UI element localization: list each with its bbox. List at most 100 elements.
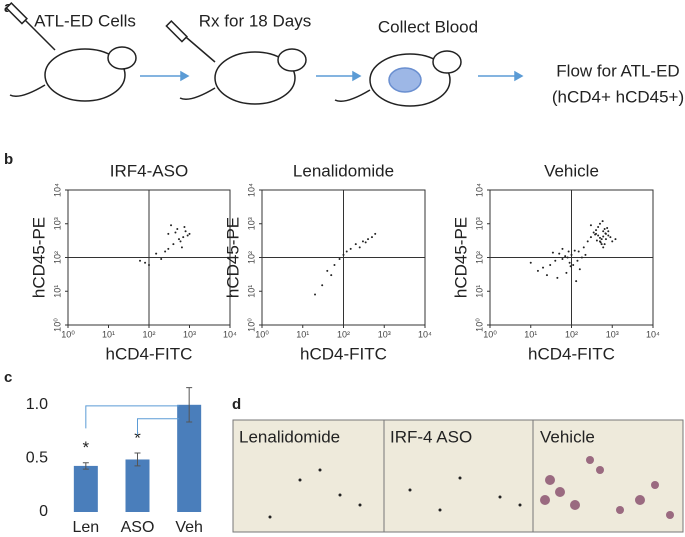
point <box>554 259 557 262</box>
point <box>556 276 559 279</box>
step-label: Rx for 18 Days <box>199 11 311 30</box>
point <box>566 256 569 259</box>
y-tick-label: 10² <box>246 251 256 264</box>
mouse <box>5 2 137 102</box>
cells <box>268 468 522 519</box>
point <box>358 246 361 249</box>
point <box>564 255 567 258</box>
mouse <box>334 50 462 107</box>
point <box>330 274 333 277</box>
step-label: Collect Blood <box>378 17 478 36</box>
point <box>568 261 571 264</box>
point <box>561 247 564 250</box>
y-axis-label: hCD45-PE <box>451 217 470 298</box>
point <box>367 238 370 241</box>
y-tick-label: 10³ <box>246 217 256 230</box>
point <box>542 266 545 269</box>
point <box>174 231 177 234</box>
point <box>370 236 373 239</box>
point <box>536 269 539 272</box>
error-bar <box>186 387 193 423</box>
point <box>167 247 170 250</box>
point <box>603 227 606 230</box>
section-label: IRF-4 ASO <box>390 427 472 446</box>
point <box>326 269 329 272</box>
point <box>582 246 585 249</box>
x-axis-label: hCD4-FITC <box>106 344 193 363</box>
point <box>595 239 598 242</box>
y-axis-label: hCD45-PE <box>223 217 242 298</box>
bar <box>125 459 150 512</box>
point <box>575 280 578 283</box>
image-frame <box>232 419 684 533</box>
point <box>364 241 367 244</box>
point <box>565 271 568 274</box>
y-tick-label: 10⁰ <box>52 318 62 332</box>
point <box>600 243 603 246</box>
y-tick-label: 1.0 <box>26 396 48 413</box>
point <box>567 250 570 253</box>
point <box>144 261 147 264</box>
panel-label: c <box>4 369 12 386</box>
point <box>314 293 317 296</box>
point <box>600 238 603 241</box>
point <box>338 258 341 261</box>
x-tick-label: 10³ <box>606 329 619 339</box>
y-tick-label: 10³ <box>52 217 62 230</box>
point <box>570 253 573 256</box>
point <box>176 227 179 230</box>
x-tick-label: 10¹ <box>524 329 537 339</box>
point <box>321 284 324 287</box>
x-axis-label: hCD4-FITC <box>300 344 387 363</box>
x-axis-label: hCD4-FITC <box>528 344 615 363</box>
y-tick-label: 10⁴ <box>52 183 62 197</box>
point <box>529 261 532 264</box>
y-tick-label: 0.5 <box>26 450 48 467</box>
point <box>179 240 182 243</box>
point <box>354 243 357 246</box>
significance-marker: * <box>134 429 141 448</box>
point <box>609 236 612 239</box>
y-tick-label: 10² <box>52 251 62 264</box>
point <box>604 232 607 235</box>
y-tick-label: 10⁴ <box>246 183 256 197</box>
point <box>167 232 170 235</box>
panel-label: d <box>232 396 241 413</box>
point <box>578 268 581 271</box>
section-label: Lenalidomide <box>239 427 340 446</box>
point <box>597 234 600 237</box>
point <box>184 230 187 233</box>
panel-label: b <box>4 151 13 168</box>
plot-title: IRF4-ASO <box>110 161 188 180</box>
x-tick-label: 10³ <box>183 329 196 339</box>
point <box>586 240 589 243</box>
point <box>333 263 336 266</box>
point <box>607 230 610 233</box>
point <box>614 238 617 241</box>
mouse <box>165 20 307 105</box>
arrows <box>140 70 524 82</box>
comparison-bracket <box>85 405 180 429</box>
y-tick-label: 0 <box>39 503 48 520</box>
result-label: Flow for ATL-ED <box>556 61 679 80</box>
histology-image: Lenalidomide IRF-4 ASO Vehicle <box>232 419 684 533</box>
point <box>601 220 604 223</box>
error-bar <box>134 452 141 467</box>
point <box>569 265 572 268</box>
x-tick-label: 10¹ <box>102 329 115 339</box>
point <box>602 235 605 238</box>
point <box>599 241 602 244</box>
y-tick-label: 10³ <box>474 217 484 230</box>
x-tick-label: 10¹ <box>296 329 309 339</box>
comparison-bracket <box>137 418 180 435</box>
y-axis-label: hCD45-PE <box>29 217 48 298</box>
point <box>602 246 605 249</box>
point <box>349 247 352 250</box>
x-tick-label: 10³ <box>378 329 391 339</box>
point <box>597 226 600 229</box>
y-tick-label: 10¹ <box>246 285 256 298</box>
point <box>580 256 583 259</box>
point <box>592 231 595 234</box>
point <box>572 263 575 266</box>
